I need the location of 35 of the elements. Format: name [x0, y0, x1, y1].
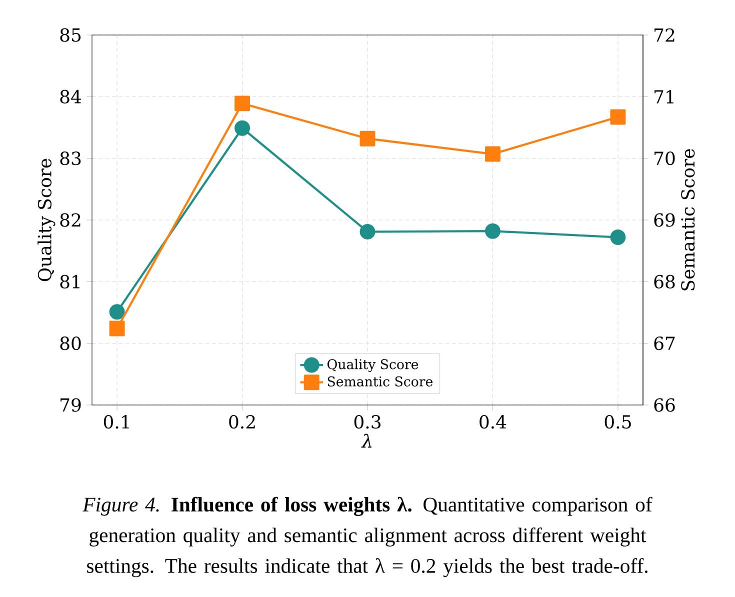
y-tick-label: 85 — [60, 28, 81, 42]
y2-tick-label: 71 — [654, 90, 674, 104]
point — [484, 146, 500, 162]
x-axis-title: λ — [361, 434, 372, 448]
x-tick-label: 0.2 — [229, 415, 255, 429]
legend-label: Semantic Score — [328, 376, 432, 386]
point — [360, 130, 376, 146]
y2-tick-label: 72 — [654, 28, 674, 42]
y-tick-label: 83 — [60, 152, 81, 166]
x-tick-label: 0.3 — [354, 415, 380, 429]
point — [234, 96, 250, 112]
point — [484, 223, 500, 239]
point — [109, 304, 125, 320]
y2-axis-title: Semantic Score — [681, 149, 695, 290]
y-axis-title: Quality Score — [38, 158, 56, 282]
y2-tick-label: 66 — [654, 398, 675, 412]
y-tick-label: 81 — [60, 274, 80, 288]
text: Figure 4. Influence of loss weights λ. Quantitative comparison of generation quality and semantic alignment across different weight settings. The results indicate that λ = 0.2 yields the best trade-off. — [82, 496, 652, 578]
point — [234, 120, 250, 136]
x-tick-label: 0.4 — [480, 415, 506, 429]
y-tick-label: 82 — [60, 213, 80, 227]
point — [610, 109, 626, 125]
y-tick-label: 84 — [60, 90, 82, 104]
point — [109, 320, 125, 336]
point — [610, 230, 626, 246]
y2-tick-label: 70 — [654, 152, 675, 166]
y2-tick-label: 68 — [654, 274, 675, 288]
legend-label: Quality Score — [327, 358, 418, 372]
y2-tick-label: 67 — [654, 336, 675, 350]
x-tick-label: 0.1 — [104, 415, 129, 429]
y2-tick-label: 69 — [654, 213, 675, 227]
x-tick-label: 0.5 — [604, 415, 631, 429]
point — [360, 224, 376, 240]
y-tick-label: 80 — [60, 336, 81, 350]
y-tick-label: 79 — [60, 398, 81, 412]
